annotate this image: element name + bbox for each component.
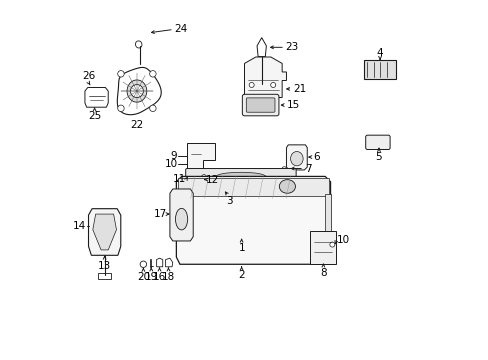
Text: 25: 25 <box>88 111 101 121</box>
Ellipse shape <box>279 180 295 193</box>
Ellipse shape <box>149 105 156 112</box>
Polygon shape <box>176 194 182 234</box>
Text: 13: 13 <box>98 261 111 271</box>
Text: 1: 1 <box>238 243 244 253</box>
Text: 21: 21 <box>292 84 305 94</box>
Ellipse shape <box>118 105 124 112</box>
FancyBboxPatch shape <box>242 94 278 116</box>
FancyBboxPatch shape <box>365 135 389 149</box>
Polygon shape <box>178 178 328 196</box>
FancyBboxPatch shape <box>246 98 274 112</box>
Text: 9: 9 <box>170 151 177 161</box>
FancyBboxPatch shape <box>185 168 296 185</box>
Text: 19: 19 <box>144 272 158 282</box>
Bar <box>363 60 395 79</box>
Text: 5: 5 <box>375 152 382 162</box>
Text: 2: 2 <box>238 270 244 280</box>
Circle shape <box>249 82 254 87</box>
Text: 23: 23 <box>285 42 298 52</box>
FancyBboxPatch shape <box>309 231 335 264</box>
Polygon shape <box>85 87 108 107</box>
Polygon shape <box>187 143 215 170</box>
Polygon shape <box>176 176 330 264</box>
Text: 18: 18 <box>162 272 175 282</box>
Text: 17: 17 <box>153 209 167 219</box>
Text: 22: 22 <box>130 121 143 130</box>
Polygon shape <box>325 194 330 238</box>
Ellipse shape <box>215 172 265 181</box>
Polygon shape <box>156 258 163 267</box>
Text: 10: 10 <box>164 159 177 169</box>
Polygon shape <box>117 67 161 115</box>
Ellipse shape <box>149 71 156 77</box>
Ellipse shape <box>135 41 142 48</box>
Polygon shape <box>169 189 193 241</box>
Polygon shape <box>286 145 306 170</box>
Text: 4: 4 <box>376 48 383 58</box>
Text: 8: 8 <box>320 268 326 278</box>
Circle shape <box>201 175 206 180</box>
Text: 26: 26 <box>81 71 95 81</box>
Text: 16: 16 <box>153 272 166 282</box>
Text: 10: 10 <box>336 235 349 245</box>
Text: 24: 24 <box>174 24 187 35</box>
Polygon shape <box>165 258 172 267</box>
Bar <box>98 273 111 279</box>
Text: 7: 7 <box>304 163 311 174</box>
Circle shape <box>281 167 286 172</box>
Polygon shape <box>93 214 116 250</box>
Text: 6: 6 <box>313 152 319 162</box>
Circle shape <box>130 85 143 98</box>
Ellipse shape <box>118 71 124 77</box>
Text: 11: 11 <box>172 174 185 184</box>
Polygon shape <box>257 38 266 57</box>
Text: 14: 14 <box>73 221 86 231</box>
Polygon shape <box>244 57 286 98</box>
Ellipse shape <box>175 208 187 230</box>
Circle shape <box>270 82 275 87</box>
Text: 15: 15 <box>286 100 300 110</box>
Ellipse shape <box>290 152 303 166</box>
Circle shape <box>140 261 146 267</box>
Text: 20: 20 <box>137 272 150 282</box>
Ellipse shape <box>127 80 146 102</box>
Circle shape <box>329 242 334 247</box>
Text: 12: 12 <box>206 175 219 185</box>
Polygon shape <box>88 209 121 255</box>
Text: 3: 3 <box>225 196 232 206</box>
